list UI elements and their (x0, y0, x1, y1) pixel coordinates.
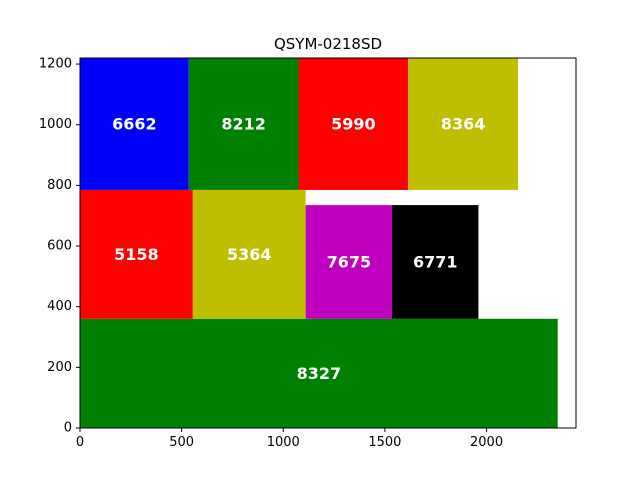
x-tick-label: 1000 (267, 435, 300, 450)
block-label-7675: 7675 (327, 252, 372, 271)
y-tick-label: 0 (64, 421, 72, 436)
chart-title: QSYM-0218SD (274, 35, 382, 53)
block-5158 (80, 189, 193, 319)
labels-layer: 8327 5158 5364 7675 6771 6662 8212 5990 8364 (112, 114, 485, 382)
block-8212 (188, 58, 299, 190)
block-label-8212: 8212 (221, 114, 266, 133)
blocks-layer (80, 58, 558, 428)
y-axis: 0 200 400 600 800 1000 1200 (39, 57, 80, 436)
y-tick-label: 400 (47, 299, 72, 314)
block-label-8364: 8364 (441, 114, 486, 133)
y-tick-label: 200 (47, 360, 72, 375)
block-8327 (80, 318, 558, 428)
y-tick-label: 800 (47, 178, 72, 193)
block-6771 (392, 205, 479, 319)
block-label-6771: 6771 (413, 252, 458, 271)
y-tick-label: 600 (47, 239, 72, 254)
x-tick-label: 500 (169, 435, 194, 450)
block-label-5158: 5158 (114, 245, 159, 264)
block-label-8327: 8327 (297, 364, 342, 383)
block-8364 (408, 58, 519, 190)
block-5990 (298, 58, 409, 190)
y-tick-label: 1000 (39, 117, 72, 132)
block-7675 (305, 205, 393, 319)
block-label-5364: 5364 (227, 245, 272, 264)
x-tick-label: 0 (76, 435, 84, 450)
y-tick-label: 1200 (39, 57, 72, 72)
plot-frame (79, 57, 577, 429)
x-tick-label: 1500 (368, 435, 401, 450)
x-tick-label: 2000 (470, 435, 503, 450)
block-6662 (80, 58, 189, 190)
block-5364 (192, 189, 306, 319)
block-label-6662: 6662 (112, 114, 157, 133)
x-axis: 0 500 1000 1500 2000 (76, 428, 503, 450)
block-label-5990: 5990 (331, 114, 376, 133)
